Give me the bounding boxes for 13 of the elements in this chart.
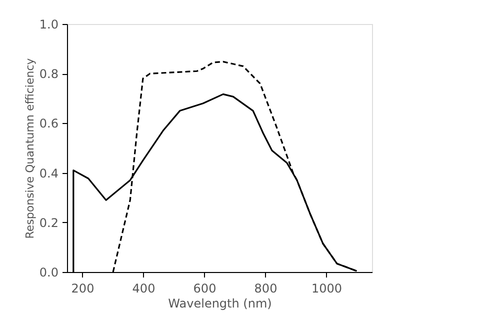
x-tick-label: 600 xyxy=(193,282,216,296)
y-tick-label: 0.4 xyxy=(39,166,58,180)
x-axis-title: Wavelength (nm) xyxy=(168,296,272,310)
y-tick-label: 1.0 xyxy=(39,18,58,32)
x-tick-label: 200 xyxy=(71,282,94,296)
y-tick-label: 0.2 xyxy=(39,216,58,230)
y-axis-title: Responsive Quantumn efficiency xyxy=(23,58,36,239)
x-tick-label: 1000 xyxy=(311,282,342,296)
x-tick-label: 400 xyxy=(132,282,156,296)
y-tick-label: 0.0 xyxy=(39,266,58,280)
y-tick-label: 0.8 xyxy=(39,67,58,82)
x-tick-label: 800 xyxy=(254,282,278,296)
y-tick-label: 0.6 xyxy=(39,116,58,131)
